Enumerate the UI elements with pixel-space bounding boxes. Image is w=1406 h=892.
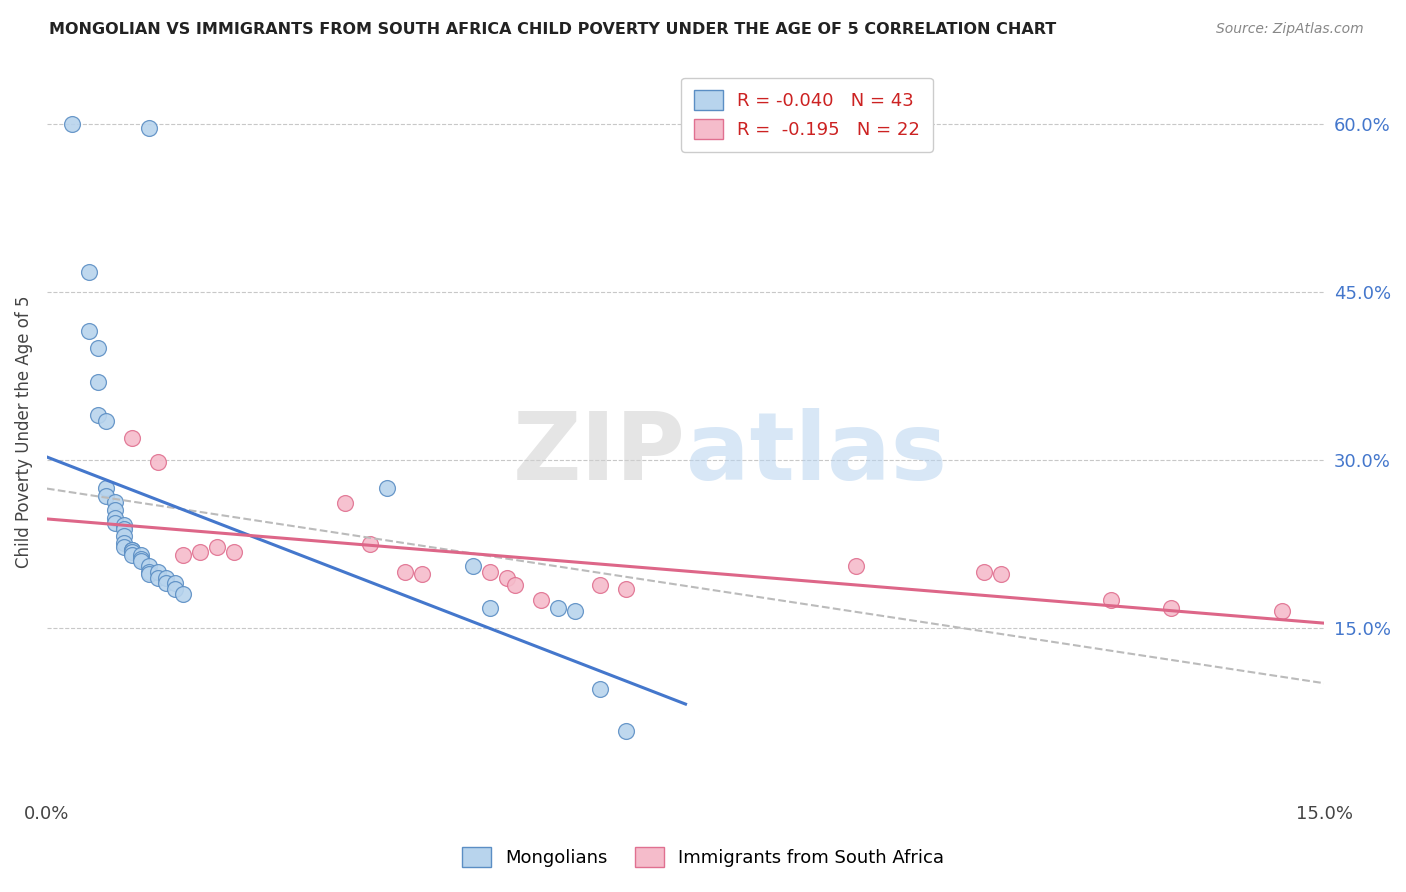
Point bbox=[172, 587, 194, 601]
Point bbox=[564, 604, 586, 618]
Point bbox=[411, 567, 433, 582]
Point bbox=[495, 571, 517, 585]
Point bbox=[1160, 600, 1182, 615]
Point bbox=[359, 537, 381, 551]
Point bbox=[146, 565, 169, 579]
Point bbox=[121, 431, 143, 445]
Point bbox=[1271, 604, 1294, 618]
Point bbox=[112, 523, 135, 537]
Point bbox=[129, 548, 152, 562]
Point bbox=[461, 559, 484, 574]
Point bbox=[589, 682, 612, 697]
Point bbox=[138, 565, 160, 579]
Point bbox=[79, 325, 101, 339]
Y-axis label: Child Poverty Under the Age of 5: Child Poverty Under the Age of 5 bbox=[15, 296, 32, 568]
Text: ZIP: ZIP bbox=[513, 408, 686, 500]
Point bbox=[129, 551, 152, 566]
Point bbox=[138, 567, 160, 582]
Text: Source: ZipAtlas.com: Source: ZipAtlas.com bbox=[1216, 22, 1364, 37]
Point bbox=[188, 545, 211, 559]
Point bbox=[112, 536, 135, 550]
Point bbox=[121, 548, 143, 562]
Point bbox=[172, 548, 194, 562]
Point bbox=[96, 489, 118, 503]
Point bbox=[1099, 593, 1122, 607]
Point bbox=[79, 265, 101, 279]
Point bbox=[990, 567, 1012, 582]
Point bbox=[104, 503, 127, 517]
Legend: R = -0.040   N = 43, R =  -0.195   N = 22: R = -0.040 N = 43, R = -0.195 N = 22 bbox=[681, 78, 932, 152]
Point bbox=[104, 516, 127, 530]
Point bbox=[163, 576, 186, 591]
Point bbox=[121, 545, 143, 559]
Point bbox=[503, 578, 526, 592]
Point bbox=[478, 565, 501, 579]
Point bbox=[121, 542, 143, 557]
Text: MONGOLIAN VS IMMIGRANTS FROM SOUTH AFRICA CHILD POVERTY UNDER THE AGE OF 5 CORRE: MONGOLIAN VS IMMIGRANTS FROM SOUTH AFRIC… bbox=[49, 22, 1056, 37]
Point bbox=[614, 723, 637, 738]
Point bbox=[146, 571, 169, 585]
Point bbox=[394, 565, 416, 579]
Point bbox=[155, 571, 177, 585]
Point bbox=[478, 600, 501, 615]
Point bbox=[146, 455, 169, 469]
Point bbox=[87, 409, 110, 423]
Point bbox=[87, 341, 110, 355]
Point bbox=[589, 578, 612, 592]
Point bbox=[138, 559, 160, 574]
Point bbox=[973, 565, 995, 579]
Point bbox=[138, 120, 160, 135]
Point bbox=[104, 511, 127, 525]
Point bbox=[96, 414, 118, 428]
Point bbox=[205, 541, 228, 555]
Point bbox=[163, 582, 186, 596]
Point bbox=[112, 541, 135, 555]
Point bbox=[333, 495, 356, 509]
Legend: Mongolians, Immigrants from South Africa: Mongolians, Immigrants from South Africa bbox=[454, 839, 952, 874]
Point bbox=[845, 559, 868, 574]
Point bbox=[104, 494, 127, 508]
Point bbox=[530, 593, 553, 607]
Text: atlas: atlas bbox=[686, 408, 946, 500]
Point bbox=[121, 542, 143, 557]
Point bbox=[112, 518, 135, 533]
Point bbox=[155, 576, 177, 591]
Point bbox=[87, 375, 110, 389]
Point bbox=[62, 118, 84, 132]
Point bbox=[112, 529, 135, 543]
Point bbox=[377, 481, 399, 495]
Point bbox=[547, 600, 569, 615]
Point bbox=[96, 481, 118, 495]
Point bbox=[614, 582, 637, 596]
Point bbox=[129, 554, 152, 568]
Point bbox=[224, 545, 246, 559]
